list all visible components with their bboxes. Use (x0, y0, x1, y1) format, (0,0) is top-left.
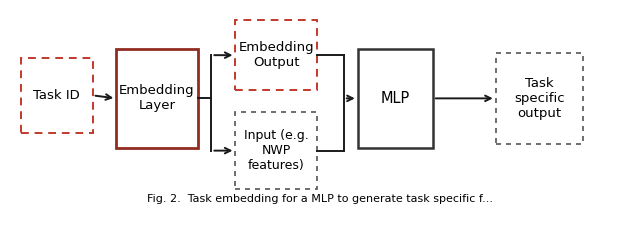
Text: Fig. 2.  Task embedding for a MLP to generate task specific f...: Fig. 2. Task embedding for a MLP to gene… (147, 194, 493, 204)
Text: Task
specific
output: Task specific output (514, 77, 565, 120)
Text: Input (e.g.
NWP
features): Input (e.g. NWP features) (244, 129, 308, 172)
Bar (116, 49, 198, 148)
Text: Task ID: Task ID (33, 89, 80, 102)
Bar (236, 20, 317, 90)
Bar (20, 58, 93, 133)
Text: Embedding
Layer: Embedding Layer (119, 84, 195, 112)
Bar (236, 112, 317, 189)
Text: Embedding
Output: Embedding Output (238, 41, 314, 69)
Bar (358, 49, 433, 148)
Bar (495, 53, 584, 144)
Text: MLP: MLP (381, 91, 410, 106)
